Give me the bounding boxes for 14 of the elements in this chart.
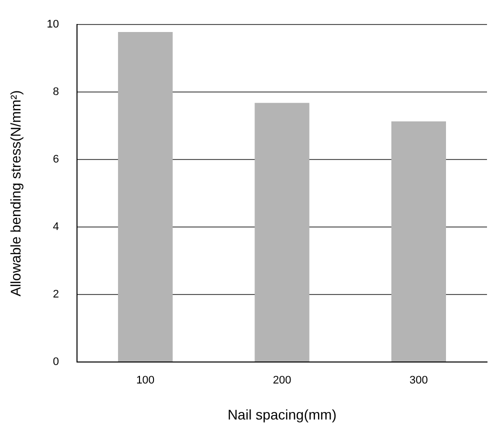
x-axis-title: Nail spacing(mm) — [228, 406, 336, 422]
y-tick-label: 6 — [52, 154, 60, 166]
y-tick-label: 4 — [52, 221, 60, 234]
y-tick-label: 2 — [52, 288, 60, 301]
y-tick-label: 0 — [52, 356, 60, 368]
x-tick-label: 300 — [409, 374, 428, 387]
x-tick-label: 200 — [272, 374, 292, 387]
bar — [118, 32, 173, 362]
bar — [391, 121, 446, 362]
y-tick-label: 10 — [46, 18, 60, 31]
x-tick-label: 100 — [136, 374, 155, 387]
y-tick-label: 8 — [52, 86, 60, 98]
bar — [254, 102, 310, 362]
y-axis-title: Allowable bending stress(N/mm²) — [7, 90, 24, 296]
